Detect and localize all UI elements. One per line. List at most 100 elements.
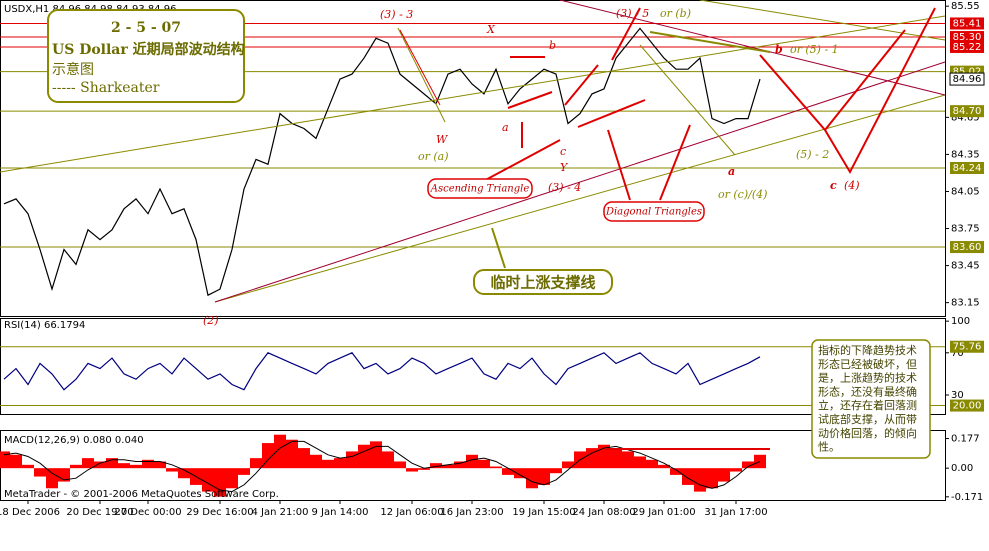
annotation: Diagonal Triangles [605,207,702,218]
trend-line [699,0,946,41]
histogram-bar [406,468,418,472]
histogram-bar [706,468,718,489]
histogram-bar [130,464,142,469]
note-line: 动价格回落，的倾向 [818,426,917,440]
data-line [3,27,761,297]
annotation: c [830,179,837,192]
rsi-title: RSI(14) 66.1794 [4,320,85,331]
trend-line [639,44,736,156]
y-tick-label: 85.55 [951,1,980,12]
histogram-bar [442,464,454,469]
trend-lines [0,0,946,450]
arrow [607,129,631,201]
histogram-bar [586,448,598,469]
trend-line [399,29,441,106]
level-label: 85.30 [953,32,982,43]
macd-title: MACD(12,26,9) 0.080 0.040 [4,435,144,446]
x-tick-label: 29 Jan 01:00 [632,507,695,518]
histogram-bar [310,454,322,469]
current-price-box [949,72,985,86]
annotation: b [775,43,783,56]
y-tick-label: 83.45 [951,261,980,272]
histogram-bar [742,461,754,469]
histogram-bar [0,451,10,469]
histogram-bar [82,458,94,469]
trend-line [0,15,946,173]
footer: MetaTrader - © 2001-2006 MetaQuotes Soft… [4,489,279,500]
histogram-bar [478,459,490,469]
annotation: Ascending Triangle [430,184,530,195]
annotation: or (a) [418,150,449,163]
x-tick-label: 19 Jan 15:00 [512,507,575,518]
level-box [950,40,984,53]
histogram-bar [370,441,382,469]
y-tick-label: 70 [951,348,964,359]
histogram-bar [670,468,682,475]
current-price-label: 84.96 [953,74,982,85]
histogram-bar [382,451,394,469]
annotation: Y [560,161,569,174]
histogram-bar [10,454,22,469]
level-label: 84.24 [953,163,982,174]
histogram-bar [730,468,742,472]
arrow [479,139,561,184]
histogram-bar [598,444,610,469]
note-line: 是，上涨趋势的技术 [818,371,917,385]
histogram-bar [46,468,58,489]
trend-line [577,99,646,128]
histogram-bar [118,463,130,469]
level-box [950,105,984,118]
y-tick-label: 100 [951,316,970,327]
y-tick-label: 84.65 [951,112,980,123]
annotation: or (b) [660,7,691,20]
label-box [427,178,533,199]
histogram-bar [106,458,118,469]
level-box [950,162,984,174]
x-tick-label: 24 Jan 08:00 [572,507,635,518]
histogram-bar [490,466,502,469]
x-tick-label: 16 Jan 23:00 [440,507,503,518]
note-frame [811,339,931,459]
histogram-bar [754,454,766,469]
note-line: 形态，还没有最终确 [818,384,917,398]
annotation: a [502,121,509,134]
note-line: 指标的下降趋势技术 [818,343,917,357]
histogram-bar [718,468,730,482]
histogram-bar [682,468,694,485]
annotation: or (5) - 1 [790,43,839,56]
histogram-bar [70,464,82,469]
histogram-bar [262,443,274,469]
trend-line [507,91,553,109]
note-line: 性。 [818,440,840,454]
x-tick-label: 4 Jan 21:00 [252,507,309,518]
x-tick-label: 9 Jan 14:00 [312,507,369,518]
x-tick-label: 20 Dec 19:00 [66,507,133,518]
info-line: 示意图 [52,61,94,78]
histogram-bar [466,454,478,469]
arrow [659,124,691,201]
y-tick-label: 0.00 [951,463,973,474]
histogram-bar [322,459,334,469]
histogram-bar [286,439,298,469]
histogram-bar [226,468,238,489]
annotation: (4) [844,179,860,192]
histogram-bar [334,458,346,469]
level-box [950,340,984,353]
annotation: W [436,133,449,146]
rsi-panel [0,318,946,415]
annotation: (5) - 2 [796,148,829,161]
annotation: c [560,145,566,158]
wave-path [824,29,906,131]
histogram-bar [22,464,34,469]
histogram-bar [346,451,358,469]
histogram-bar [526,468,538,489]
histogram-bar [202,468,214,492]
trend-line [649,31,771,53]
price-panel [0,0,946,317]
x-tick-label: 29 Dec 16:00 [186,507,253,518]
histogram-bar [610,448,622,469]
histogram-bar [634,456,646,469]
level-box [950,241,984,254]
level-box [950,17,984,30]
histogram-bar [646,459,658,469]
